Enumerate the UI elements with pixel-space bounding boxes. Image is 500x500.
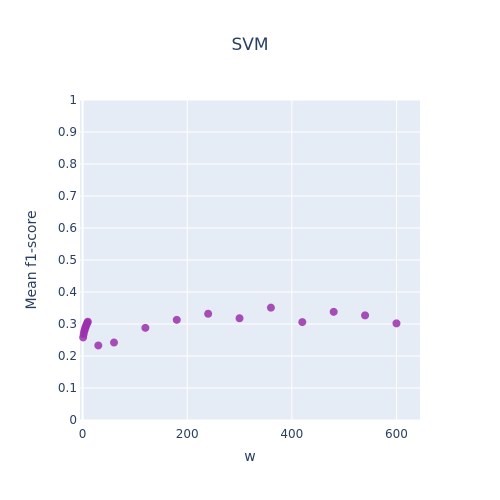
y-tick-label: 0.8 — [58, 157, 77, 171]
y-axis-title: Mean f1-score — [24, 210, 40, 309]
y-tick-label: 0.3 — [58, 317, 77, 331]
data-point — [94, 341, 103, 350]
x-tick-label: 200 — [176, 427, 199, 441]
y-tick-label: 0.5 — [58, 253, 77, 267]
y-tick-label: 0.2 — [58, 349, 77, 363]
x-tick-label: 600 — [385, 427, 408, 441]
x-tick-label: 400 — [280, 427, 303, 441]
y-tick-label: 0.6 — [58, 221, 77, 235]
y-tick-label: 1 — [69, 93, 77, 107]
data-points — [79, 303, 401, 350]
y-tick-label: 0.9 — [58, 125, 77, 139]
y-tick-label: 0.1 — [58, 381, 77, 395]
data-point — [298, 318, 307, 327]
data-point — [235, 314, 244, 323]
data-point — [392, 319, 401, 328]
grid-lines — [80, 99, 420, 421]
data-point — [329, 307, 338, 316]
y-tick-label: 0.4 — [58, 285, 77, 299]
data-point — [141, 323, 150, 332]
data-point — [361, 311, 370, 320]
x-tick-label: 0 — [79, 427, 87, 441]
x-axis-title: w — [244, 449, 255, 465]
data-point — [172, 315, 181, 324]
y-tick-label: 0.7 — [58, 189, 77, 203]
data-point — [204, 309, 213, 318]
chart-title: SVM — [231, 35, 268, 55]
data-point — [83, 317, 92, 326]
data-point — [110, 338, 118, 347]
tick-labels: 0 0.1 0.2 0.3 0.4 0.5 0.6 0.7 0.8 0.9 1 0 200 400 600 — [58, 93, 408, 441]
y-tick-label: 0 — [69, 413, 77, 427]
data-point — [266, 303, 275, 312]
